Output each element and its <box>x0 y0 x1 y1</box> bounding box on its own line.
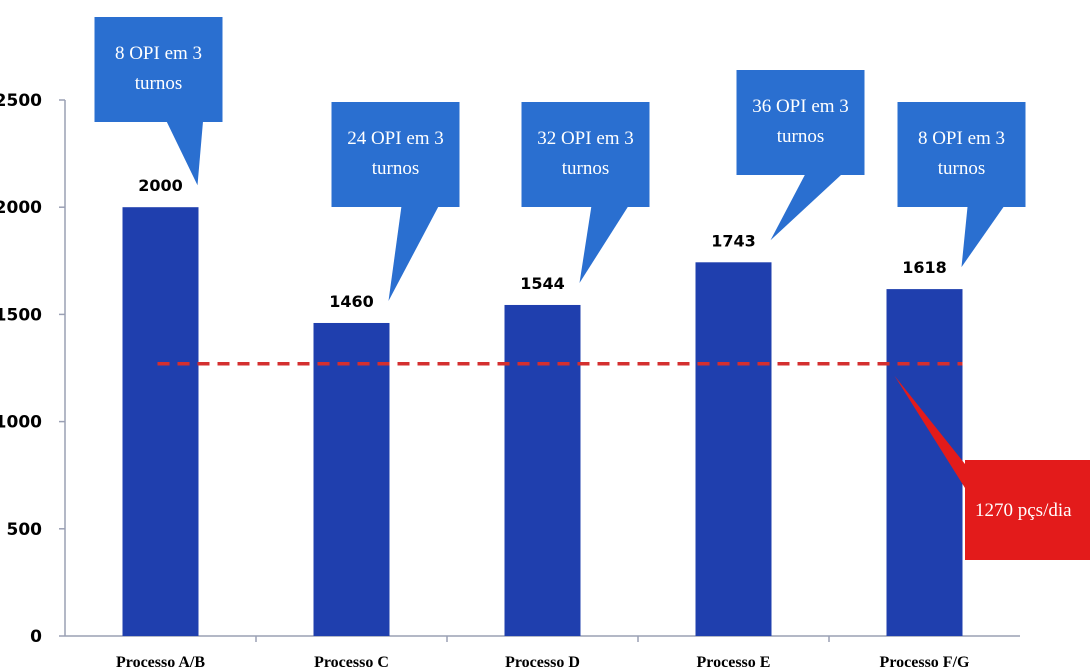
category-labels: Processo A/B Processo C Processo D Processo… <box>116 654 970 671</box>
annotation-box <box>521 102 650 207</box>
bar <box>122 207 199 636</box>
category-label: Processo E <box>697 654 771 671</box>
y-tick-label: 2500 <box>0 91 42 111</box>
annotation-box <box>736 70 865 175</box>
bar-value-label: 2000 <box>138 176 183 195</box>
bar-value-label: 1460 <box>329 292 374 311</box>
annotation-text: turnos <box>135 73 183 94</box>
category-label: Processo A/B <box>116 654 205 671</box>
annotation-box <box>94 17 223 122</box>
annotation-text: 8 OPI em 3 <box>115 43 202 64</box>
annotation-text: turnos <box>938 158 986 179</box>
annotation-pointer <box>961 203 1007 268</box>
reference-line-group: 1270 pçs/dia <box>157 361 1090 560</box>
category-label: Processo F/G <box>880 654 970 671</box>
category-label: Processo C <box>314 654 389 671</box>
annotation-box <box>897 102 1026 207</box>
bar-value-label: 1544 <box>520 274 565 293</box>
annotation-text: 8 OPI em 3 <box>918 128 1005 149</box>
annotation-text: 32 OPI em 3 <box>537 128 634 149</box>
annotation-text: 24 OPI em 3 <box>347 128 444 149</box>
bar-value-label: 1743 <box>711 231 756 250</box>
bars <box>122 207 963 636</box>
category-label: Processo D <box>505 654 580 671</box>
annotation-box <box>331 102 460 207</box>
reference-callout-pointer <box>894 375 965 488</box>
annotation-text: 36 OPI em 3 <box>752 96 849 117</box>
y-tick-label: 500 <box>7 520 43 540</box>
annotation-text: turnos <box>777 126 825 147</box>
y-tick-label: 1000 <box>0 413 42 433</box>
y-tick-label: 1500 <box>0 305 42 325</box>
annotation-pointer <box>579 203 631 283</box>
value-labels: 2000 1460 1544 1743 1618 <box>138 176 947 311</box>
y-tick-label: 2000 <box>0 198 42 218</box>
annotation-pointer <box>770 171 846 241</box>
y-tick-label: 0 <box>30 627 42 647</box>
callouts: 8 OPI em 3 turnos 24 OPI em 3 turnos 32 OPI … <box>94 17 1026 301</box>
annotation-text: turnos <box>562 158 610 179</box>
bar <box>695 262 772 636</box>
annotation-pointer <box>388 203 441 301</box>
annotation-pointer <box>164 118 204 186</box>
y-axis-ticks: 0 500 1000 1500 2000 2500 <box>0 91 830 647</box>
bar-value-label: 1618 <box>902 258 947 277</box>
reference-callout-box <box>965 460 1090 560</box>
reference-line-label: 1270 pçs/dia <box>975 500 1072 521</box>
bar <box>504 304 581 636</box>
annotation-text: turnos <box>372 158 420 179</box>
bar <box>313 322 390 636</box>
